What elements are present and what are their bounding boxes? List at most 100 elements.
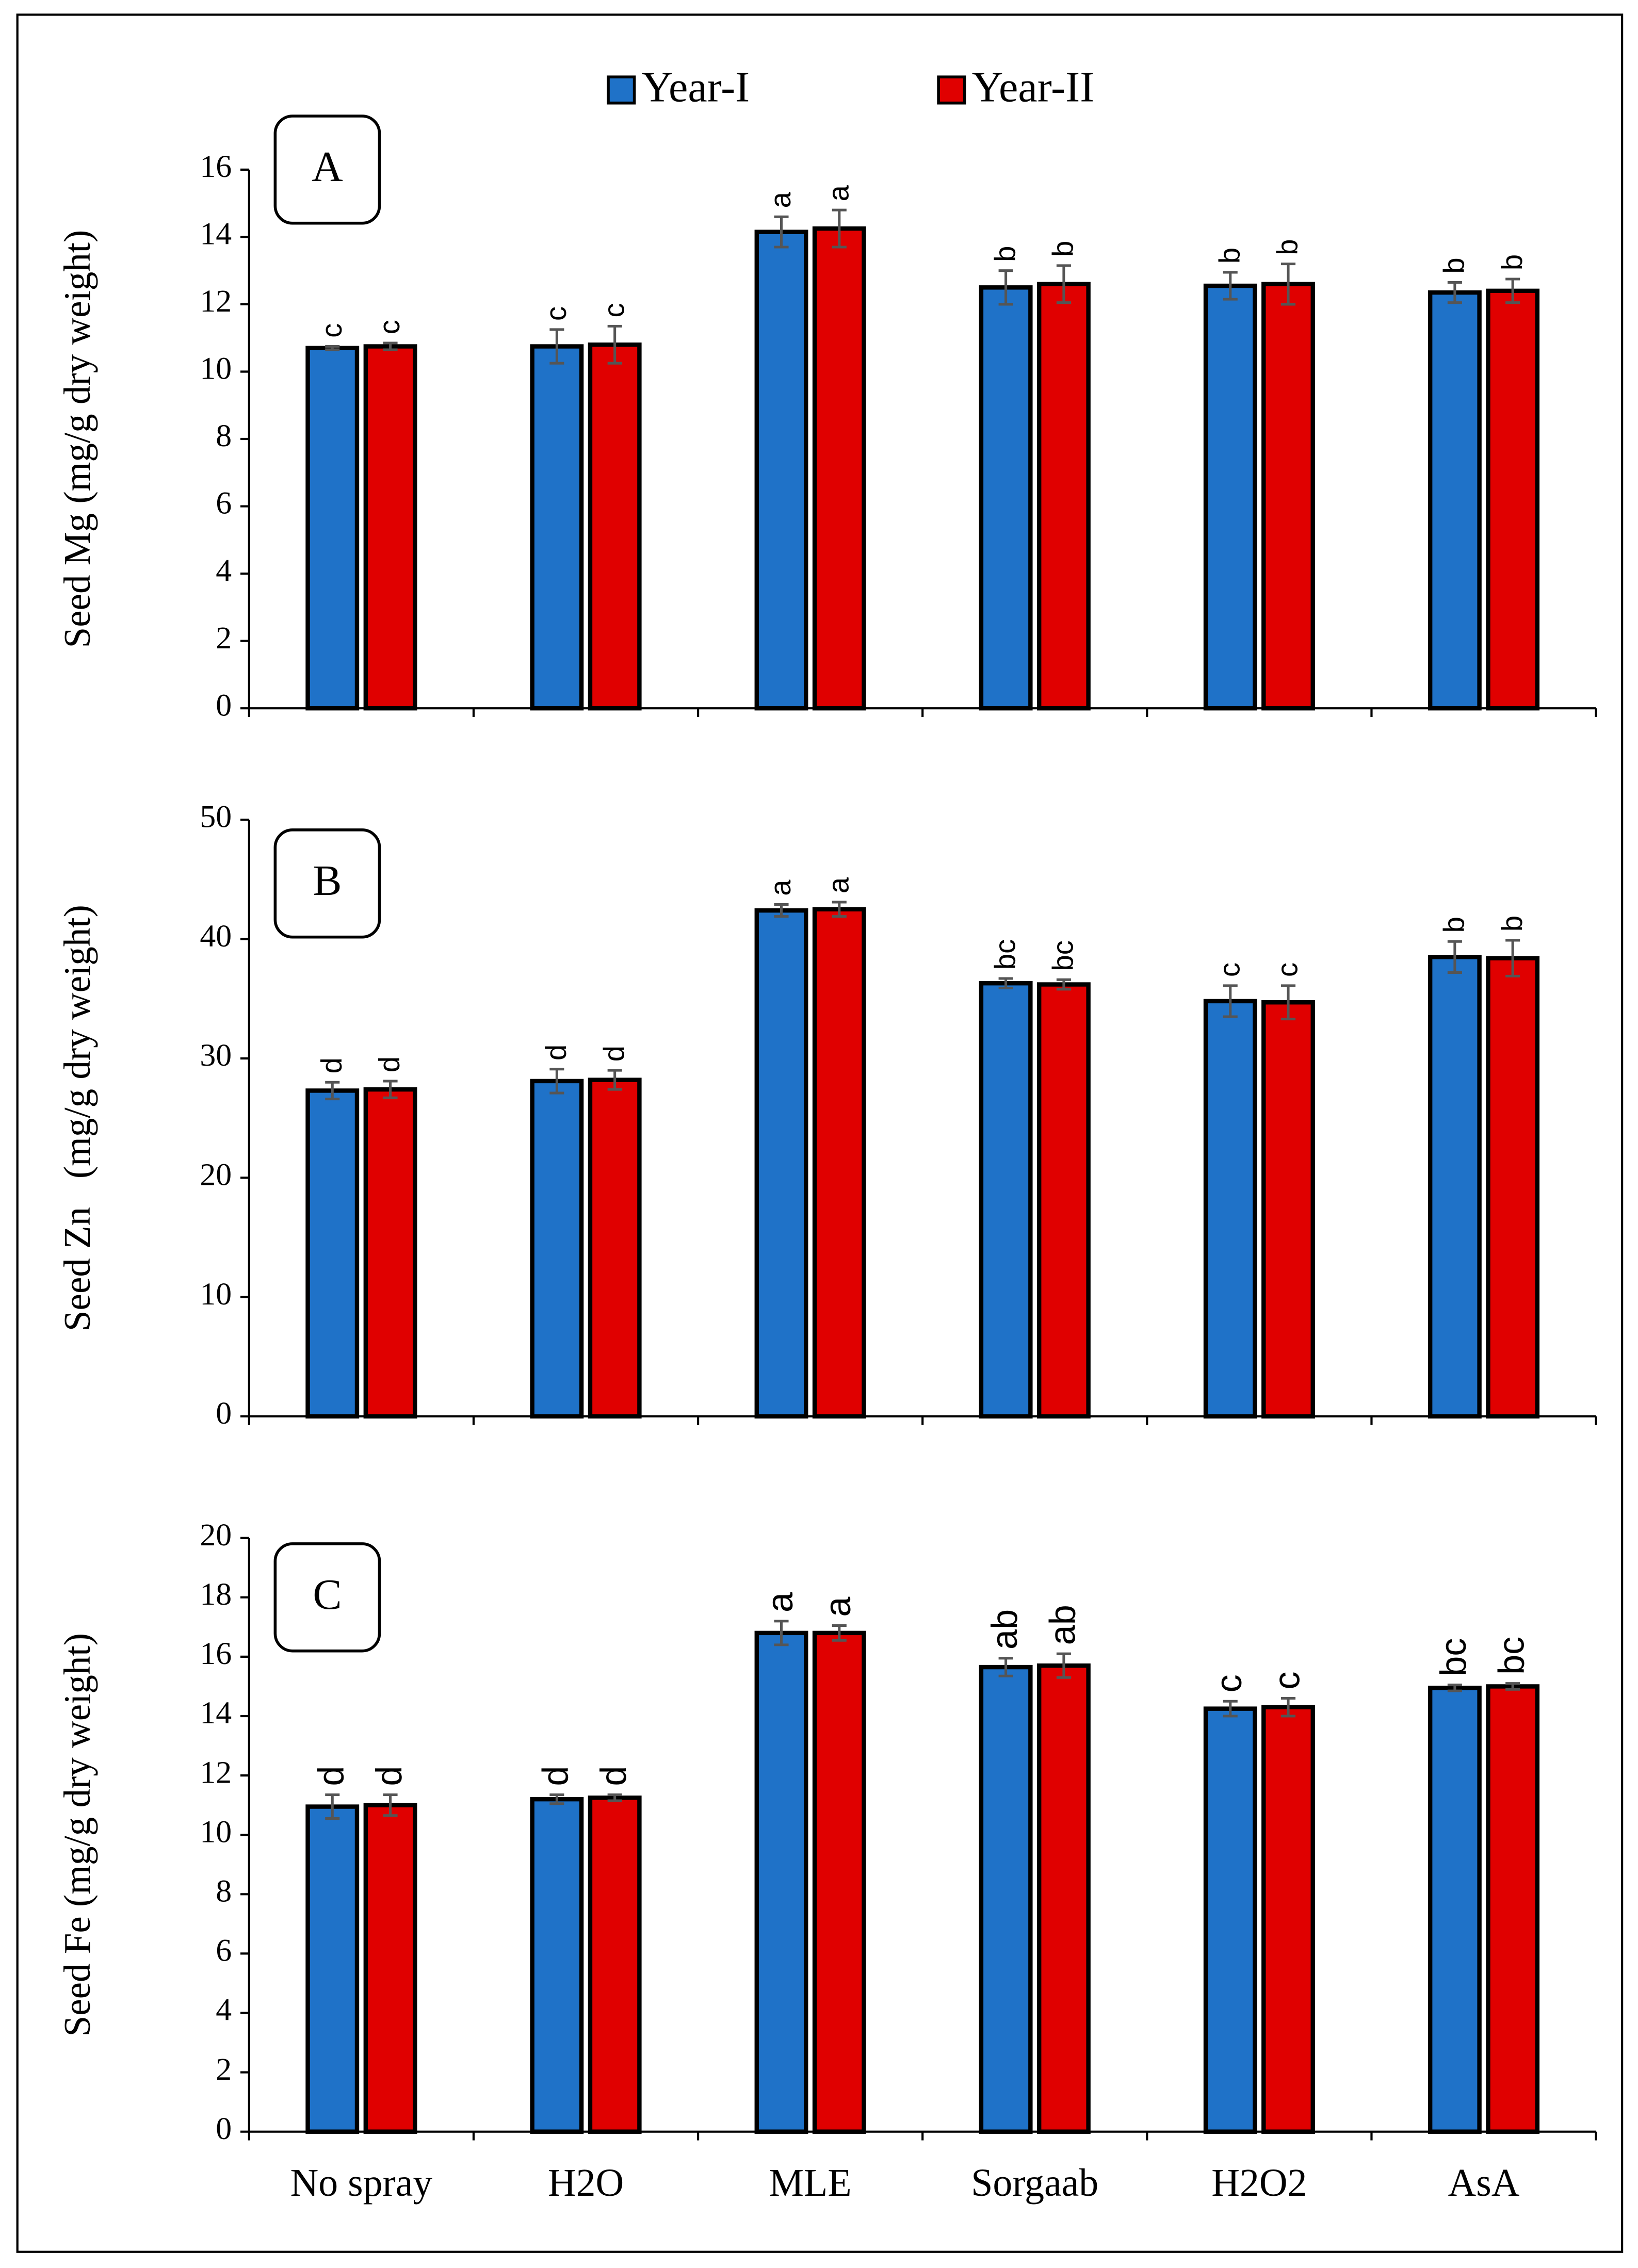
bar [530,1079,584,1419]
error-bar [607,1793,622,1802]
error-bar [549,1068,564,1095]
y-tick-label: 8 [216,418,232,453]
bar [588,1796,642,2134]
error-bar [325,345,340,351]
y-tick-label: 40 [200,919,232,954]
error-bar [998,269,1013,306]
significance-letter: a [817,1596,858,1617]
y-tick-label: 6 [216,1933,232,1968]
y-tick-label: 20 [200,1518,232,1553]
y-tick-label: 8 [216,1873,232,1908]
bar [363,344,417,711]
significance-letter: d [368,1766,409,1786]
bar [1486,288,1540,711]
significance-letter: d [597,1046,630,1062]
error-bar [1223,984,1238,1018]
y-tick-label: 30 [200,1038,232,1073]
bar [1036,1663,1091,2134]
bar [979,1665,1033,2134]
bar [305,1804,360,2134]
y-tick-label: 14 [200,217,232,252]
error-bar [998,977,1013,990]
significance-letter: d [373,1056,406,1072]
bar [1261,1705,1315,2134]
significance-letter: ab [1042,1605,1082,1645]
y-axis-label: Seed Zn (mg/g dry weight) [56,905,98,1331]
bar [1036,282,1091,711]
error-bar [774,215,789,249]
bar [530,344,584,711]
significance-letter: a [822,185,854,201]
y-axis-label: Seed Mg (mg/g dry weight) [56,230,98,648]
bar [812,907,866,1419]
y-tick-label: 6 [216,486,232,521]
significance-letter: c [597,303,630,317]
y-tick-label: 10 [200,1277,232,1312]
significance-letter: c [1213,962,1245,977]
significance-letter: bc [1491,1637,1532,1675]
y-tick-label: 14 [200,1695,232,1731]
y-tick-label: 16 [200,149,232,184]
error-bar [1281,984,1296,1021]
significance-letter: a [764,191,797,208]
x-tick-label: AsA [1448,2161,1520,2205]
error-bar [607,1069,622,1091]
error-bar [1281,263,1296,306]
error-bar [325,1793,340,1820]
error-bar [1223,1700,1238,1718]
significance-letter: d [311,1766,351,1786]
bar [1203,283,1257,711]
bar [1486,1684,1540,2134]
significance-letter: d [593,1766,634,1786]
significance-letter: b [1213,248,1245,264]
significance-letter: b [1271,239,1304,255]
error-bar [383,1793,398,1817]
error-bar [607,324,622,365]
error-bar [1447,940,1462,974]
bar [812,226,866,711]
error-bar [774,1620,789,1646]
bar [1261,282,1315,711]
significance-letter: c [540,306,572,321]
error-bar [1281,1696,1296,1718]
bar [1428,955,1482,1419]
bar [588,342,642,711]
significance-letter: bc [1433,1638,1473,1676]
error-bar [1056,978,1071,991]
error-bar [549,328,564,365]
significance-letter: c [1271,962,1304,977]
bar [1428,1686,1482,2134]
error-bar [1056,1652,1071,1679]
error-bar [832,1624,847,1642]
error-bar [1223,271,1238,301]
bar [1203,1706,1257,2134]
bar [588,1078,642,1419]
significance-letter: c [373,320,406,334]
x-tick-label: MLE [769,2161,852,2205]
y-tick-label: 4 [216,1993,232,2028]
error-bar [1505,939,1520,977]
significance-letter: b [1438,257,1470,273]
bar [1203,999,1257,1419]
error-bar [383,1080,398,1099]
bar [754,230,808,711]
bar [979,981,1033,1419]
significance-letter: b [1496,254,1528,270]
panel-label: C [313,1571,342,1619]
significance-letter: c [1208,1674,1249,1692]
bar [530,1797,584,2134]
error-bar [383,341,398,351]
error-bar [1447,281,1462,304]
bar [305,346,360,711]
bar [305,1088,360,1419]
y-tick-label: 12 [200,1755,232,1790]
error-bar [774,903,789,918]
error-bar [998,1657,1013,1677]
y-tick-label: 18 [200,1577,232,1612]
significance-letter: d [540,1045,572,1060]
x-tick-label: H2O [548,2161,624,2205]
y-tick-label: 2 [216,621,232,656]
significance-letter: c [1266,1672,1307,1690]
bar [363,1087,417,1419]
legend-swatch [937,75,966,105]
